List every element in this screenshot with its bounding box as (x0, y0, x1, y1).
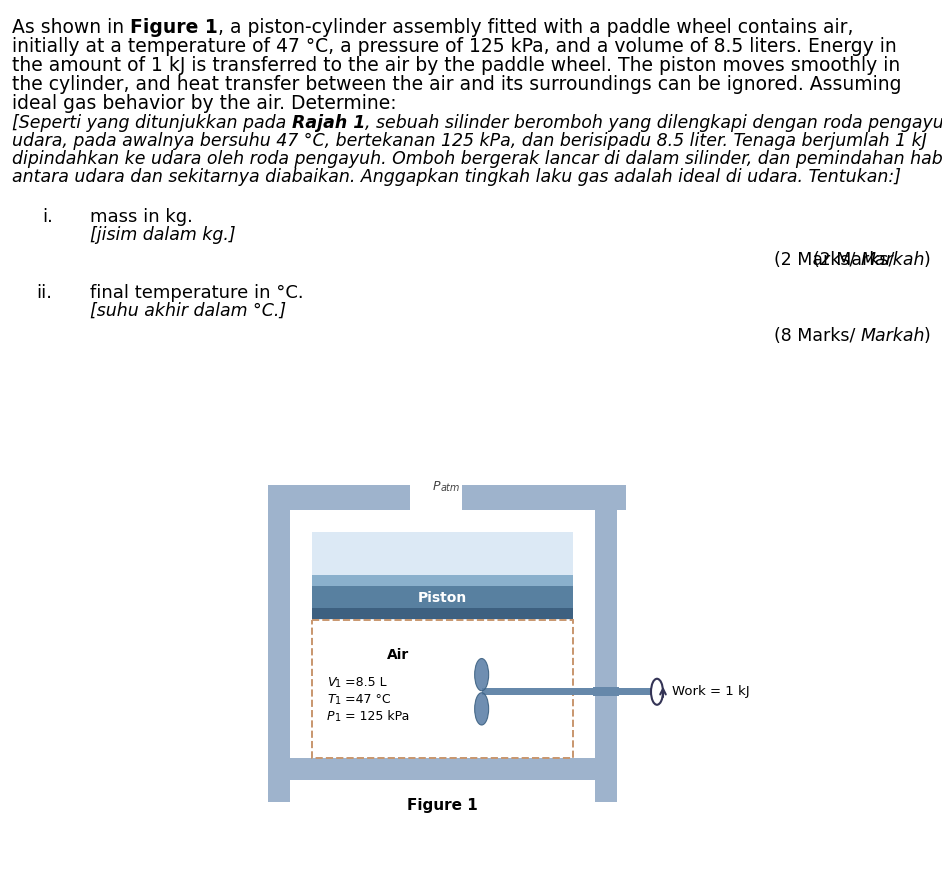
Bar (312, 532, 573, 758)
Text: , sebuah silinder beromboh yang dilengkapi dengan roda pengayuh berisi: , sebuah silinder beromboh yang dilengka… (365, 114, 942, 132)
Text: final temperature in °C.: final temperature in °C. (90, 284, 303, 302)
Text: ii.: ii. (36, 284, 52, 302)
Bar (462, 485, 626, 510)
Text: mass in kg.: mass in kg. (90, 208, 193, 226)
Text: Figure 1: Figure 1 (130, 18, 218, 37)
Text: Figure 1: Figure 1 (407, 798, 478, 813)
Bar (312, 608, 573, 619)
Text: , a piston-cylinder assembly fitted with a paddle wheel contains air,: , a piston-cylinder assembly fitted with… (218, 18, 853, 37)
Text: =47 °C: =47 °C (341, 693, 391, 706)
Text: dipindahkan ke udara oleh roda pengayuh. Omboh bergerak lancar di dalam silinder: dipindahkan ke udara oleh roda pengayuh.… (12, 150, 942, 168)
Text: (2 Marks/: (2 Marks/ (813, 251, 900, 269)
Text: V: V (327, 675, 335, 688)
Text: Air: Air (387, 647, 409, 661)
Text: Markah: Markah (860, 251, 925, 269)
Text: initially at a temperature of 47 °C, a pressure of 125 kPa, and a volume of 8.5 : initially at a temperature of 47 °C, a p… (12, 37, 897, 56)
Text: antara udara dan sekitarnya diabaikan. Anggapkan tingkah laku gas adalah ideal d: antara udara dan sekitarnya diabaikan. A… (12, 168, 901, 186)
Text: = 125 kPa: = 125 kPa (341, 710, 410, 723)
Text: (2 Marks/: (2 Marks/ (773, 251, 860, 269)
Bar (595, 485, 617, 802)
Text: [suhu akhir dalam °C.]: [suhu akhir dalam °C.] (90, 302, 286, 320)
Text: udara, pada awalnya bersuhu 47 °C, bertekanan 125 kPa, dan berisipadu 8.5 liter.: udara, pada awalnya bersuhu 47 °C, berte… (12, 132, 927, 150)
Text: Markah: Markah (860, 327, 925, 345)
Bar (268, 510, 290, 802)
Text: P: P (432, 480, 440, 493)
Text: P: P (327, 710, 334, 723)
Text: the amount of 1 kJ is transferred to the air by the paddle wheel. The piston mov: the amount of 1 kJ is transferred to the… (12, 56, 901, 75)
Text: As shown in: As shown in (12, 18, 130, 37)
Text: [jisim dalam kg.]: [jisim dalam kg.] (90, 226, 236, 244)
Bar (593, 687, 619, 696)
Text: ): ) (923, 251, 930, 269)
Bar (312, 620, 573, 758)
Text: 1: 1 (335, 713, 341, 723)
Text: ideal gas behavior by the air. Determine:: ideal gas behavior by the air. Determine… (12, 94, 397, 113)
Text: i.: i. (42, 208, 53, 226)
Text: Work = 1 kJ: Work = 1 kJ (672, 686, 750, 699)
Text: T: T (327, 693, 334, 706)
Text: 1: 1 (335, 695, 341, 706)
Bar (481, 688, 652, 695)
Ellipse shape (475, 693, 489, 725)
Text: ): ) (923, 327, 930, 345)
Text: [Seperti yang ditunjukkan pada: [Seperti yang ditunjukkan pada (12, 114, 292, 132)
Text: the cylinder, and heat transfer between the air and its surroundings can be igno: the cylinder, and heat transfer between … (12, 75, 901, 94)
Text: Piston: Piston (418, 591, 467, 605)
Bar (268, 485, 410, 510)
Bar (312, 586, 573, 608)
Bar (312, 575, 573, 586)
Text: (8 Marks/: (8 Marks/ (773, 327, 860, 345)
Bar (312, 620, 573, 758)
Text: Rajah 1: Rajah 1 (292, 114, 365, 132)
Text: =8.5 L: =8.5 L (341, 675, 386, 688)
Bar (290, 758, 617, 780)
Ellipse shape (475, 659, 489, 691)
Text: 1: 1 (335, 679, 341, 688)
Text: atm: atm (441, 483, 460, 493)
